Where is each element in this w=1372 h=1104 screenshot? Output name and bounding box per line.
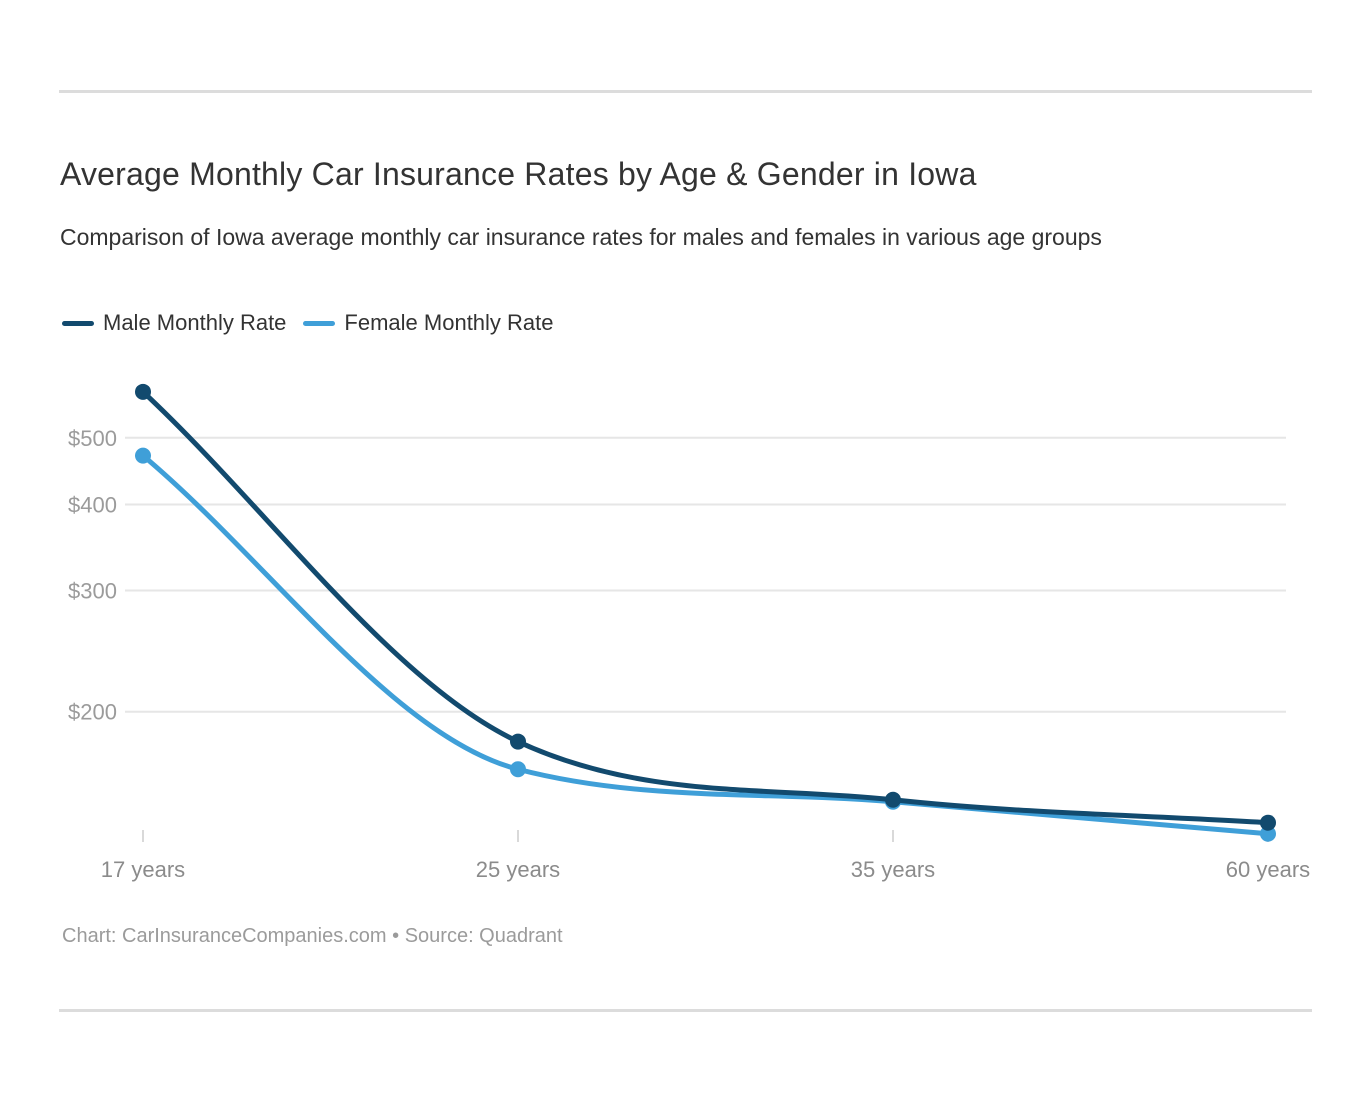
chart-subtitle: Comparison of Iowa average monthly car i…	[60, 224, 1102, 250]
data-point-female[interactable]	[1260, 825, 1276, 842]
legend-item-label: Female Monthly Rate	[344, 310, 554, 335]
data-point-female[interactable]	[135, 447, 151, 464]
y-axis-label: $200	[68, 700, 117, 725]
x-axis-label: 25 years	[476, 857, 560, 882]
series-line-male	[140, 389, 1271, 826]
female-series-swatch-icon	[303, 320, 336, 326]
y-axis-label: $400	[68, 492, 117, 517]
male-series-swatch-icon	[62, 320, 94, 326]
x-axis-label: 35 years	[851, 857, 935, 882]
legend-item-male: Male Monthly Rate	[62, 310, 286, 336]
data-point-male[interactable]	[1260, 814, 1276, 831]
top-divider	[59, 90, 1312, 93]
bottom-divider	[59, 1009, 1312, 1012]
y-axis-label: $500	[68, 426, 117, 451]
data-point-female[interactable]	[510, 761, 526, 778]
chart-source-note: Chart: CarInsuranceCompanies.com • Sourc…	[62, 925, 563, 947]
line-chart: $500 $400 $300 $200 17 years 25 years 35 years…	[68, 383, 1310, 882]
chart-title: Average Monthly Car Insurance Rates by A…	[60, 156, 977, 192]
data-point-male[interactable]	[135, 383, 151, 400]
legend-item-female: Female Monthly Rate	[303, 310, 554, 336]
x-axis-label: 60 years	[1226, 857, 1310, 882]
legend-item-label: Male Monthly Rate	[103, 310, 287, 335]
series-line-female	[140, 453, 1271, 837]
data-point-male[interactable]	[885, 791, 901, 808]
y-axis-label: $300	[68, 579, 117, 604]
data-point-male[interactable]	[510, 733, 526, 750]
x-axis-label: 17 years	[101, 857, 185, 882]
chart-legend: Male Monthly Rate Female Monthly Rate	[62, 310, 554, 336]
